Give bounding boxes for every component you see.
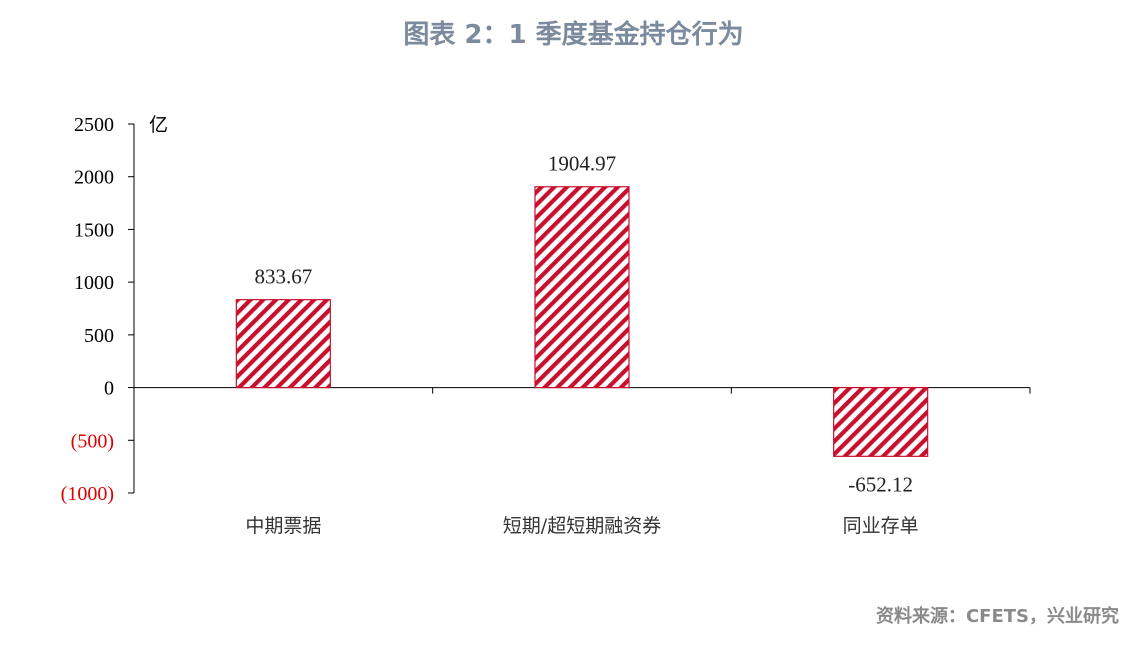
y-tick-label: 1000 — [74, 272, 114, 294]
source-note: 资料来源：CFETS，兴业研究 — [875, 606, 1119, 627]
bars — [235, 186, 929, 457]
y-tick-label: 0 — [104, 378, 114, 400]
y-tick-label: 1500 — [74, 219, 114, 241]
bar — [235, 299, 331, 389]
bar — [534, 186, 630, 389]
y-tick-label: (1000) — [61, 483, 114, 505]
y-tick-label: 2000 — [74, 167, 114, 189]
labels: 833.67 中期票据 1904.97 短期/超短期融资券 -652.12 同业存单 — [245, 152, 918, 537]
bar — [833, 386, 929, 457]
y-axis-unit-label: 亿 — [149, 114, 168, 136]
category-label: 同业存单 — [843, 515, 919, 537]
y-tick-label: 2500 — [74, 114, 114, 136]
y-tick-label: (500) — [71, 430, 114, 452]
data-label: 1904.97 — [548, 152, 616, 176]
chart-title: 图表 2：1 季度基金持仓行为 — [403, 20, 744, 50]
y-tick-label: 500 — [84, 325, 114, 347]
data-label: -652.12 — [848, 472, 913, 496]
category-label: 中期票据 — [245, 515, 321, 537]
data-label: 833.67 — [254, 265, 312, 289]
category-label: 短期/超短期融资券 — [503, 515, 661, 537]
